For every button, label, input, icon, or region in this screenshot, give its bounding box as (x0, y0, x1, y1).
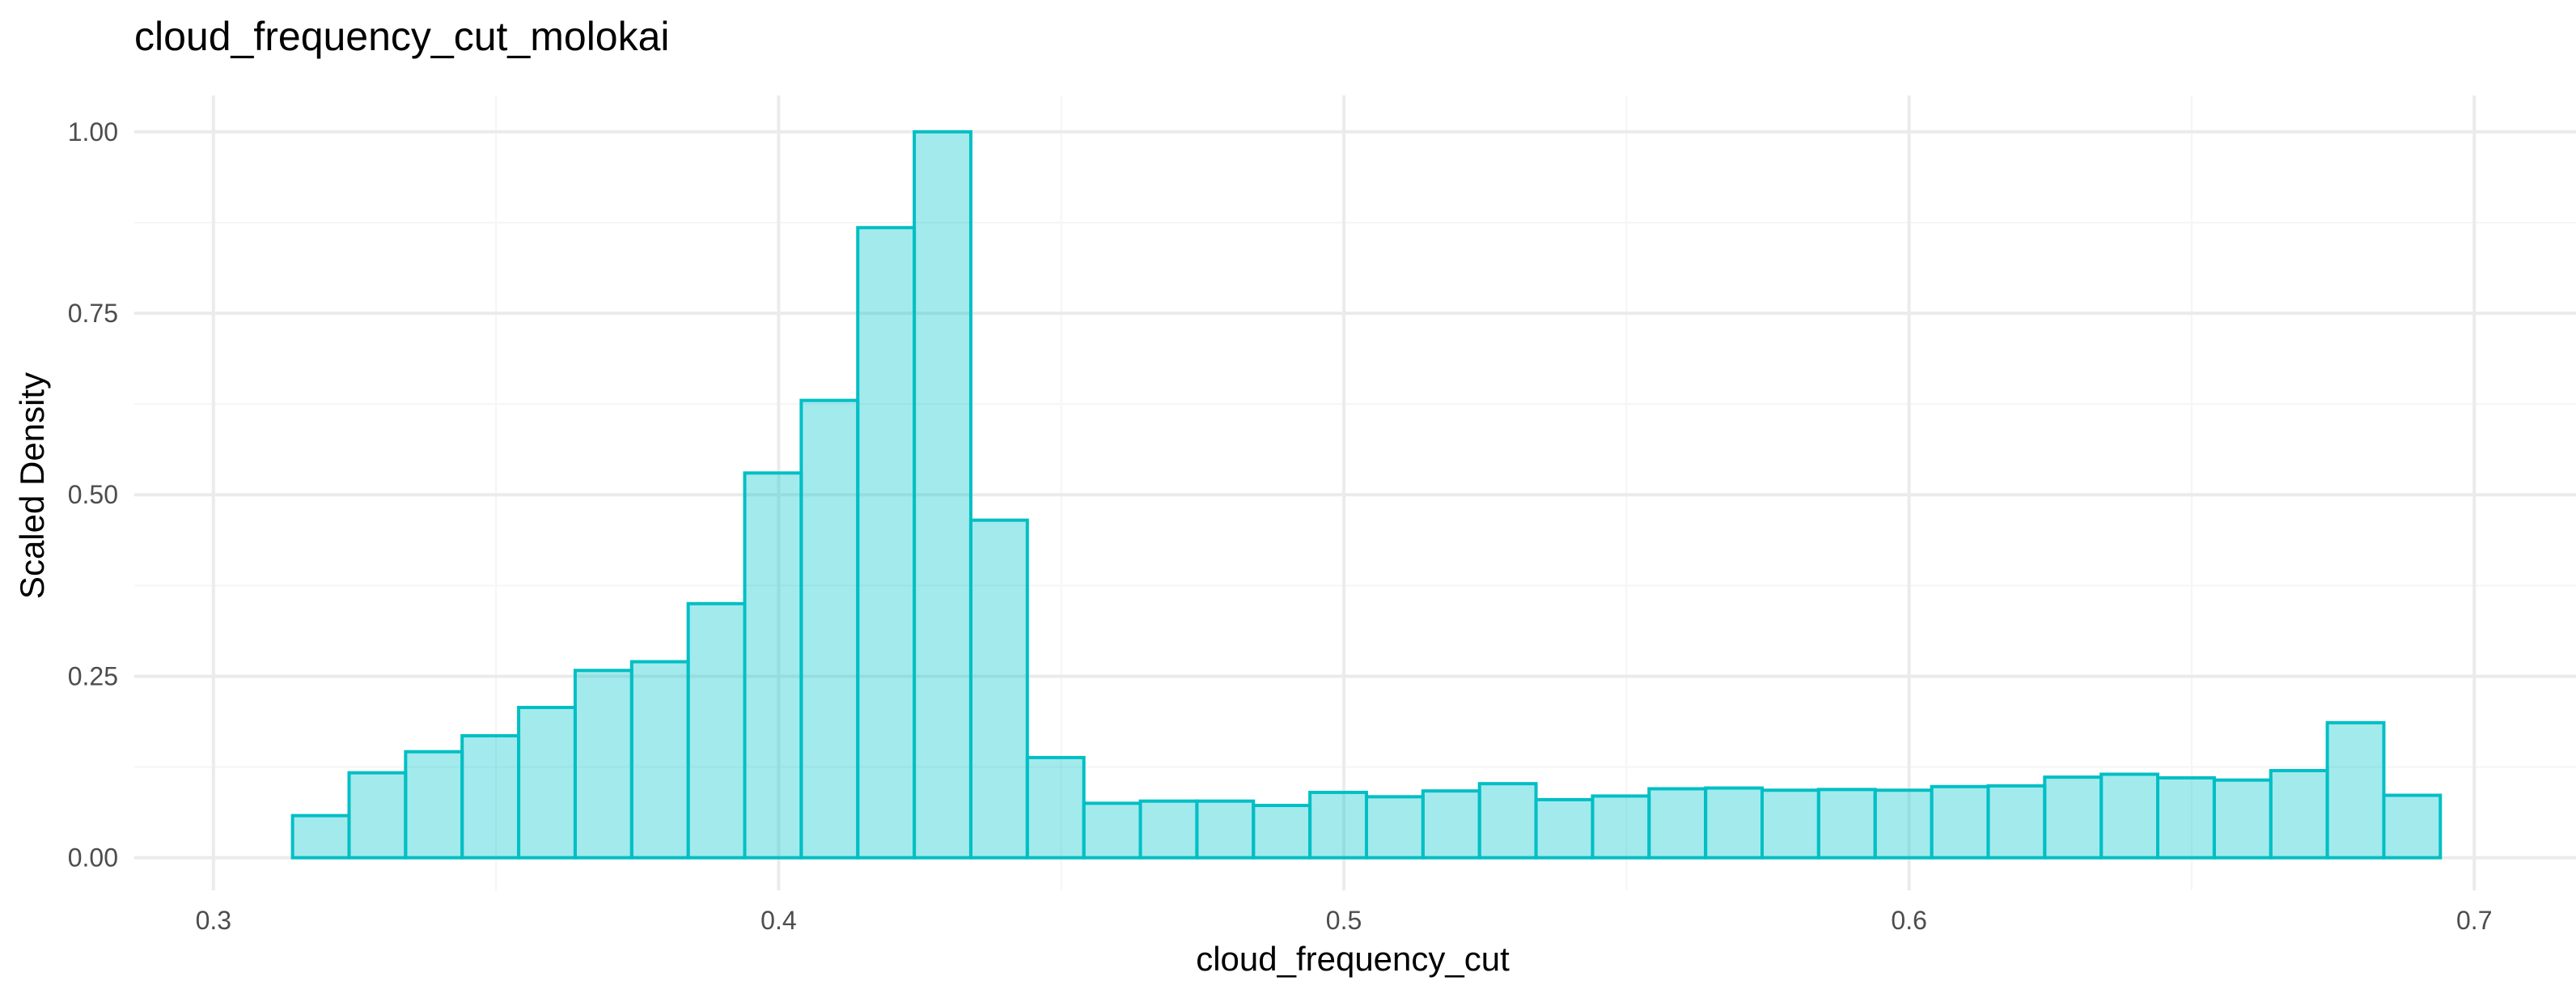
y-tick-label: 0.00 (68, 843, 118, 873)
y-tick-label: 0.50 (68, 480, 118, 509)
histogram-bar (1195, 799, 1256, 860)
histogram-bar (2099, 772, 2160, 860)
y-axis-title: Scaled Density (13, 372, 51, 599)
histogram-bar (2382, 793, 2443, 860)
y-axis-tick-labels: 0.00 0.25 0.50 0.75 1.00 (68, 117, 118, 873)
histogram-bar (799, 398, 860, 860)
histogram-bar (460, 733, 521, 860)
histogram-bar (743, 471, 803, 860)
histogram-bar (347, 771, 408, 860)
histogram-bar (2325, 720, 2386, 860)
histogram-bar (290, 813, 351, 860)
histogram-bar (629, 660, 690, 860)
histogram-bar (856, 226, 917, 860)
histogram-bar (2156, 775, 2216, 860)
y-tick-label: 0.75 (68, 299, 118, 328)
histogram-bar (2269, 769, 2329, 860)
histogram-bar (2043, 775, 2104, 860)
histogram-bar (1025, 755, 1086, 860)
x-tick-label: 0.3 (196, 906, 231, 935)
minor-gridlines (134, 96, 2576, 890)
histogram-bar (1477, 782, 1538, 860)
histogram-bar (1082, 801, 1142, 860)
y-tick-label: 1.00 (68, 117, 118, 147)
histogram-bar (686, 601, 747, 860)
histogram-bar (1704, 786, 1765, 860)
histogram-bar (1647, 787, 1708, 860)
histogram-bar (1252, 804, 1312, 860)
histogram-bar (1986, 784, 2047, 860)
histogram-bar (1534, 797, 1595, 860)
histogram-bar (1421, 789, 1481, 860)
y-tick-label: 0.25 (68, 661, 118, 690)
histogram-bars (290, 130, 2443, 860)
histogram-bar (1138, 799, 1199, 860)
histogram-bar (1873, 788, 1934, 860)
x-tick-label: 0.6 (1891, 906, 1926, 935)
histogram-bar (913, 130, 972, 860)
x-tick-label: 0.4 (761, 906, 796, 935)
histogram-bar (573, 669, 633, 860)
x-tick-label: 0.5 (1326, 906, 1362, 935)
histogram-bar (1364, 795, 1425, 860)
histogram-bar (1308, 790, 1368, 860)
histogram-bar (404, 750, 464, 860)
histogram-bar (1760, 788, 1820, 860)
chart-title: cloud_frequency_cut_molokai (134, 14, 670, 59)
histogram-bar (2212, 778, 2273, 860)
histogram-bar (968, 518, 1029, 860)
x-axis-tick-labels: 0.3 0.4 0.5 0.6 0.7 (196, 906, 2493, 935)
histogram-bar (517, 706, 577, 860)
x-tick-label: 0.7 (2456, 906, 2492, 935)
x-axis-title: cloud_frequency_cut (1196, 940, 1510, 978)
histogram-bar (1816, 788, 1877, 860)
histogram-bar (1591, 794, 1651, 860)
histogram-bar (1930, 784, 1990, 860)
